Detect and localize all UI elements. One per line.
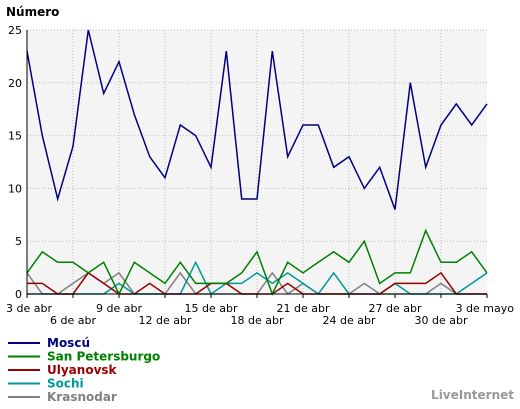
x-tick-label: 12 de abr	[139, 314, 192, 327]
series-line	[26, 29, 488, 210]
y-tick-label: 15	[8, 130, 22, 143]
y-tick-label: 20	[8, 77, 22, 90]
y-tick-label: 25	[8, 24, 22, 37]
y-tick-label: 5	[15, 235, 22, 248]
brand-label: LiveInternet	[431, 388, 514, 402]
x-tick-label: 27 de abr	[369, 302, 422, 315]
x-tick-label: 3 de abr	[6, 302, 52, 315]
x-tick-label: 9 de abr	[96, 302, 142, 315]
grid	[27, 29, 487, 294]
legend-label: Krasnodar	[47, 390, 117, 404]
legend-label: Moscú	[47, 336, 90, 350]
x-tick-label: 21 de abr	[277, 302, 330, 315]
axes: 0 5 10 15 20 25 3 de abr 9 de abr 15 de abr 21 de…	[6, 24, 514, 327]
series-line	[26, 228, 488, 296]
y-tick-label: 10	[8, 182, 22, 195]
y-tick-label: 0	[15, 288, 22, 301]
x-tick-label: 18 de abr	[231, 314, 284, 327]
x-tick-label: 30 de abr	[415, 314, 468, 327]
x-tick-label: 24 de abr	[323, 314, 376, 327]
x-tick-label: 6 de abr	[50, 314, 96, 327]
x-tick-label: 15 de abr	[185, 302, 238, 315]
legend-label: Sochi	[47, 377, 84, 391]
legend-label: San Petersburgo	[47, 350, 160, 364]
x-tick-label: 3 de mayo	[456, 302, 515, 315]
y-axis-label: Número	[6, 5, 59, 19]
legend-label: Ulyanovsk	[47, 363, 118, 377]
